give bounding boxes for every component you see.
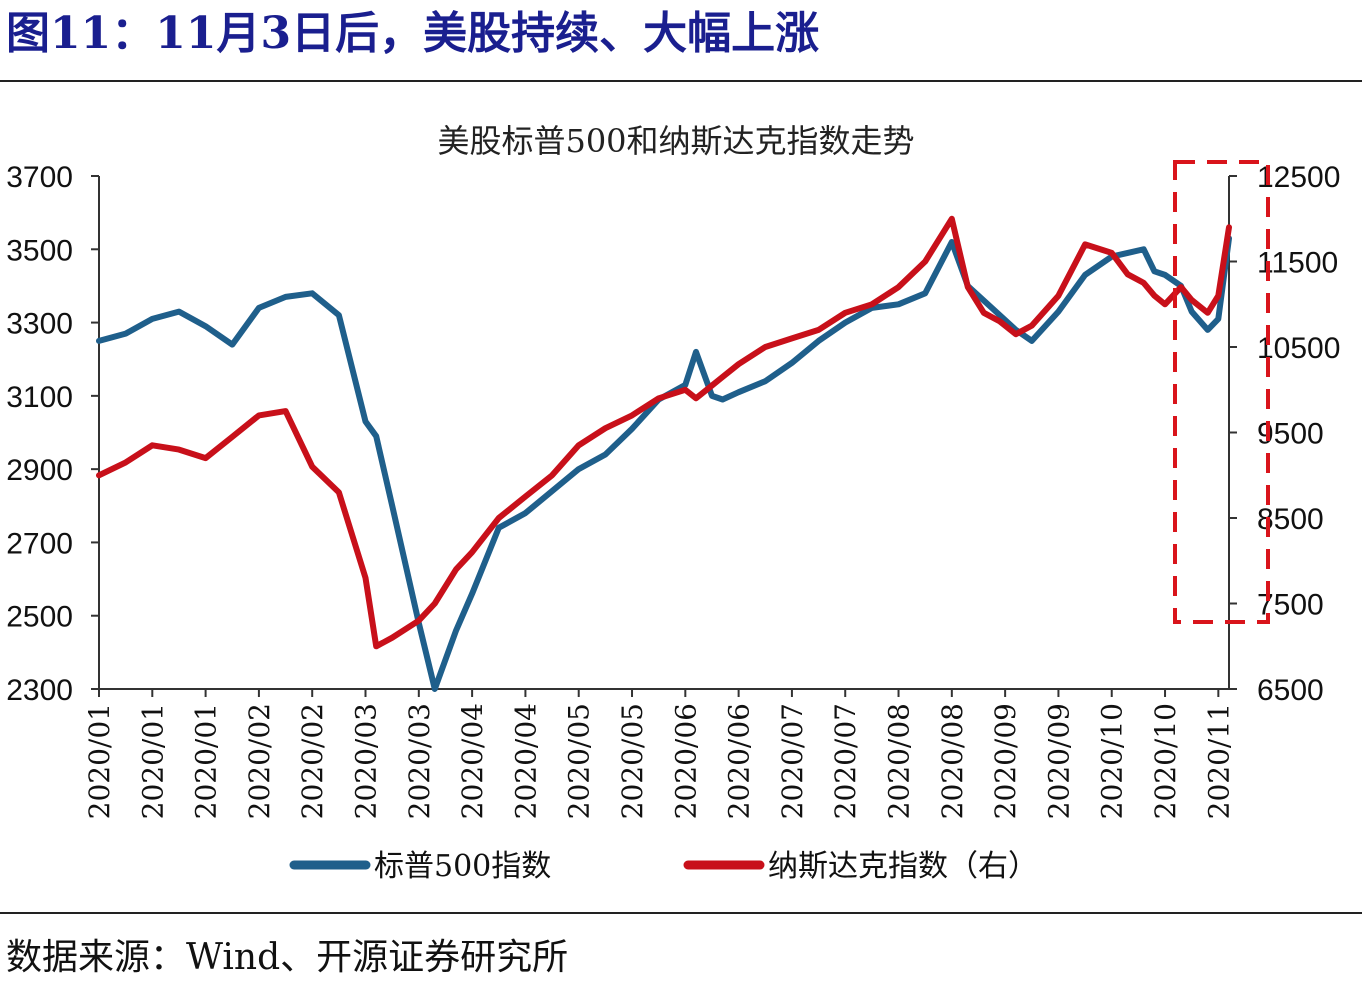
series-layer: [96, 215, 1232, 692]
top-rule: [0, 80, 1362, 82]
left-axis-tick-label: 2300: [6, 674, 73, 707]
x-axis-tick-label: 2020/10: [1096, 703, 1129, 819]
left-axis-tick-label: 2700: [6, 527, 73, 560]
right-axis-tick-label: 12500: [1257, 161, 1340, 194]
highlight-box: [1173, 160, 1270, 624]
x-axis-tick-label: 2020/10: [1149, 703, 1182, 819]
left-axis-tick-label: 2500: [6, 601, 73, 634]
source-note: 数据来源：Wind、开源证券研究所: [6, 937, 569, 978]
left-axis-tick-label: 3700: [6, 161, 73, 194]
x-axis-tick-label: 2020/02: [296, 703, 329, 819]
bottom-rule: [0, 912, 1362, 914]
x-axis: 2020/01 2020/01 2020/01 2020/02 2020/02 2020/…: [83, 688, 1235, 819]
right-axis-tick-label: 11500: [1257, 247, 1338, 280]
chart-title: 美股标普500和纳斯达克指数走势: [437, 122, 914, 160]
series-sp500-line: [96, 235, 1232, 692]
x-axis-tick-label: 2020/02: [243, 703, 276, 819]
legend-label: 纳斯达克指数（右）: [768, 849, 1038, 884]
x-axis-tick-label: 2020/09: [1042, 703, 1075, 819]
x-axis-tick-label: 2020/03: [403, 703, 436, 819]
x-axis-tick-label: 2020/01: [190, 703, 223, 819]
x-axis-tick-label: 2020/05: [616, 703, 649, 819]
line-chart: 美股标普500和纳斯达克指数走势 2300 2500 2700 2900 3100 330…: [6, 122, 1340, 884]
x-axis-tick-label: 2020/04: [509, 703, 542, 819]
highlight-layer: [1173, 160, 1270, 624]
x-axis-tick-label: 2020/07: [829, 703, 862, 819]
x-axis-tick-label: 2020/09: [989, 703, 1022, 819]
left-axis-tick-label: 3500: [6, 234, 73, 267]
legend-label: 标普500指数: [374, 849, 551, 884]
x-axis-tick-label: 2020/01: [136, 703, 169, 819]
x-axis-tick-label: 2020/11: [1202, 703, 1235, 819]
left-axis-tick-label: 2900: [6, 454, 73, 487]
series-nasdaq-line: [96, 215, 1232, 650]
x-axis-tick-label: 2020/04: [456, 703, 489, 819]
x-axis-tick-label: 2020/08: [883, 703, 916, 819]
left-axis-tick-label: 3300: [6, 308, 73, 341]
right-axis-tick-label: 10500: [1257, 332, 1340, 365]
left-y-axis: 2300 2500 2700 2900 3100 3300 3500 3700: [6, 161, 100, 707]
x-axis-tick-label: 2020/07: [776, 703, 809, 819]
figure-title: 图11：11月3日后，美股持续、大幅上涨: [6, 8, 820, 59]
x-axis-tick-label: 2020/06: [669, 703, 702, 819]
right-axis-tick-label: 6500: [1257, 674, 1324, 707]
legend: 标普500指数 纳斯达克指数（右）: [289, 849, 1038, 884]
x-axis-tick-label: 2020/08: [936, 703, 969, 819]
x-axis-tick-label: 2020/01: [83, 703, 116, 819]
left-axis-tick-label: 3100: [6, 381, 73, 414]
x-axis-tick-label: 2020/05: [563, 703, 596, 819]
x-axis-tick-label: 2020/06: [723, 703, 756, 819]
x-axis-tick-label: 2020/03: [350, 703, 383, 819]
